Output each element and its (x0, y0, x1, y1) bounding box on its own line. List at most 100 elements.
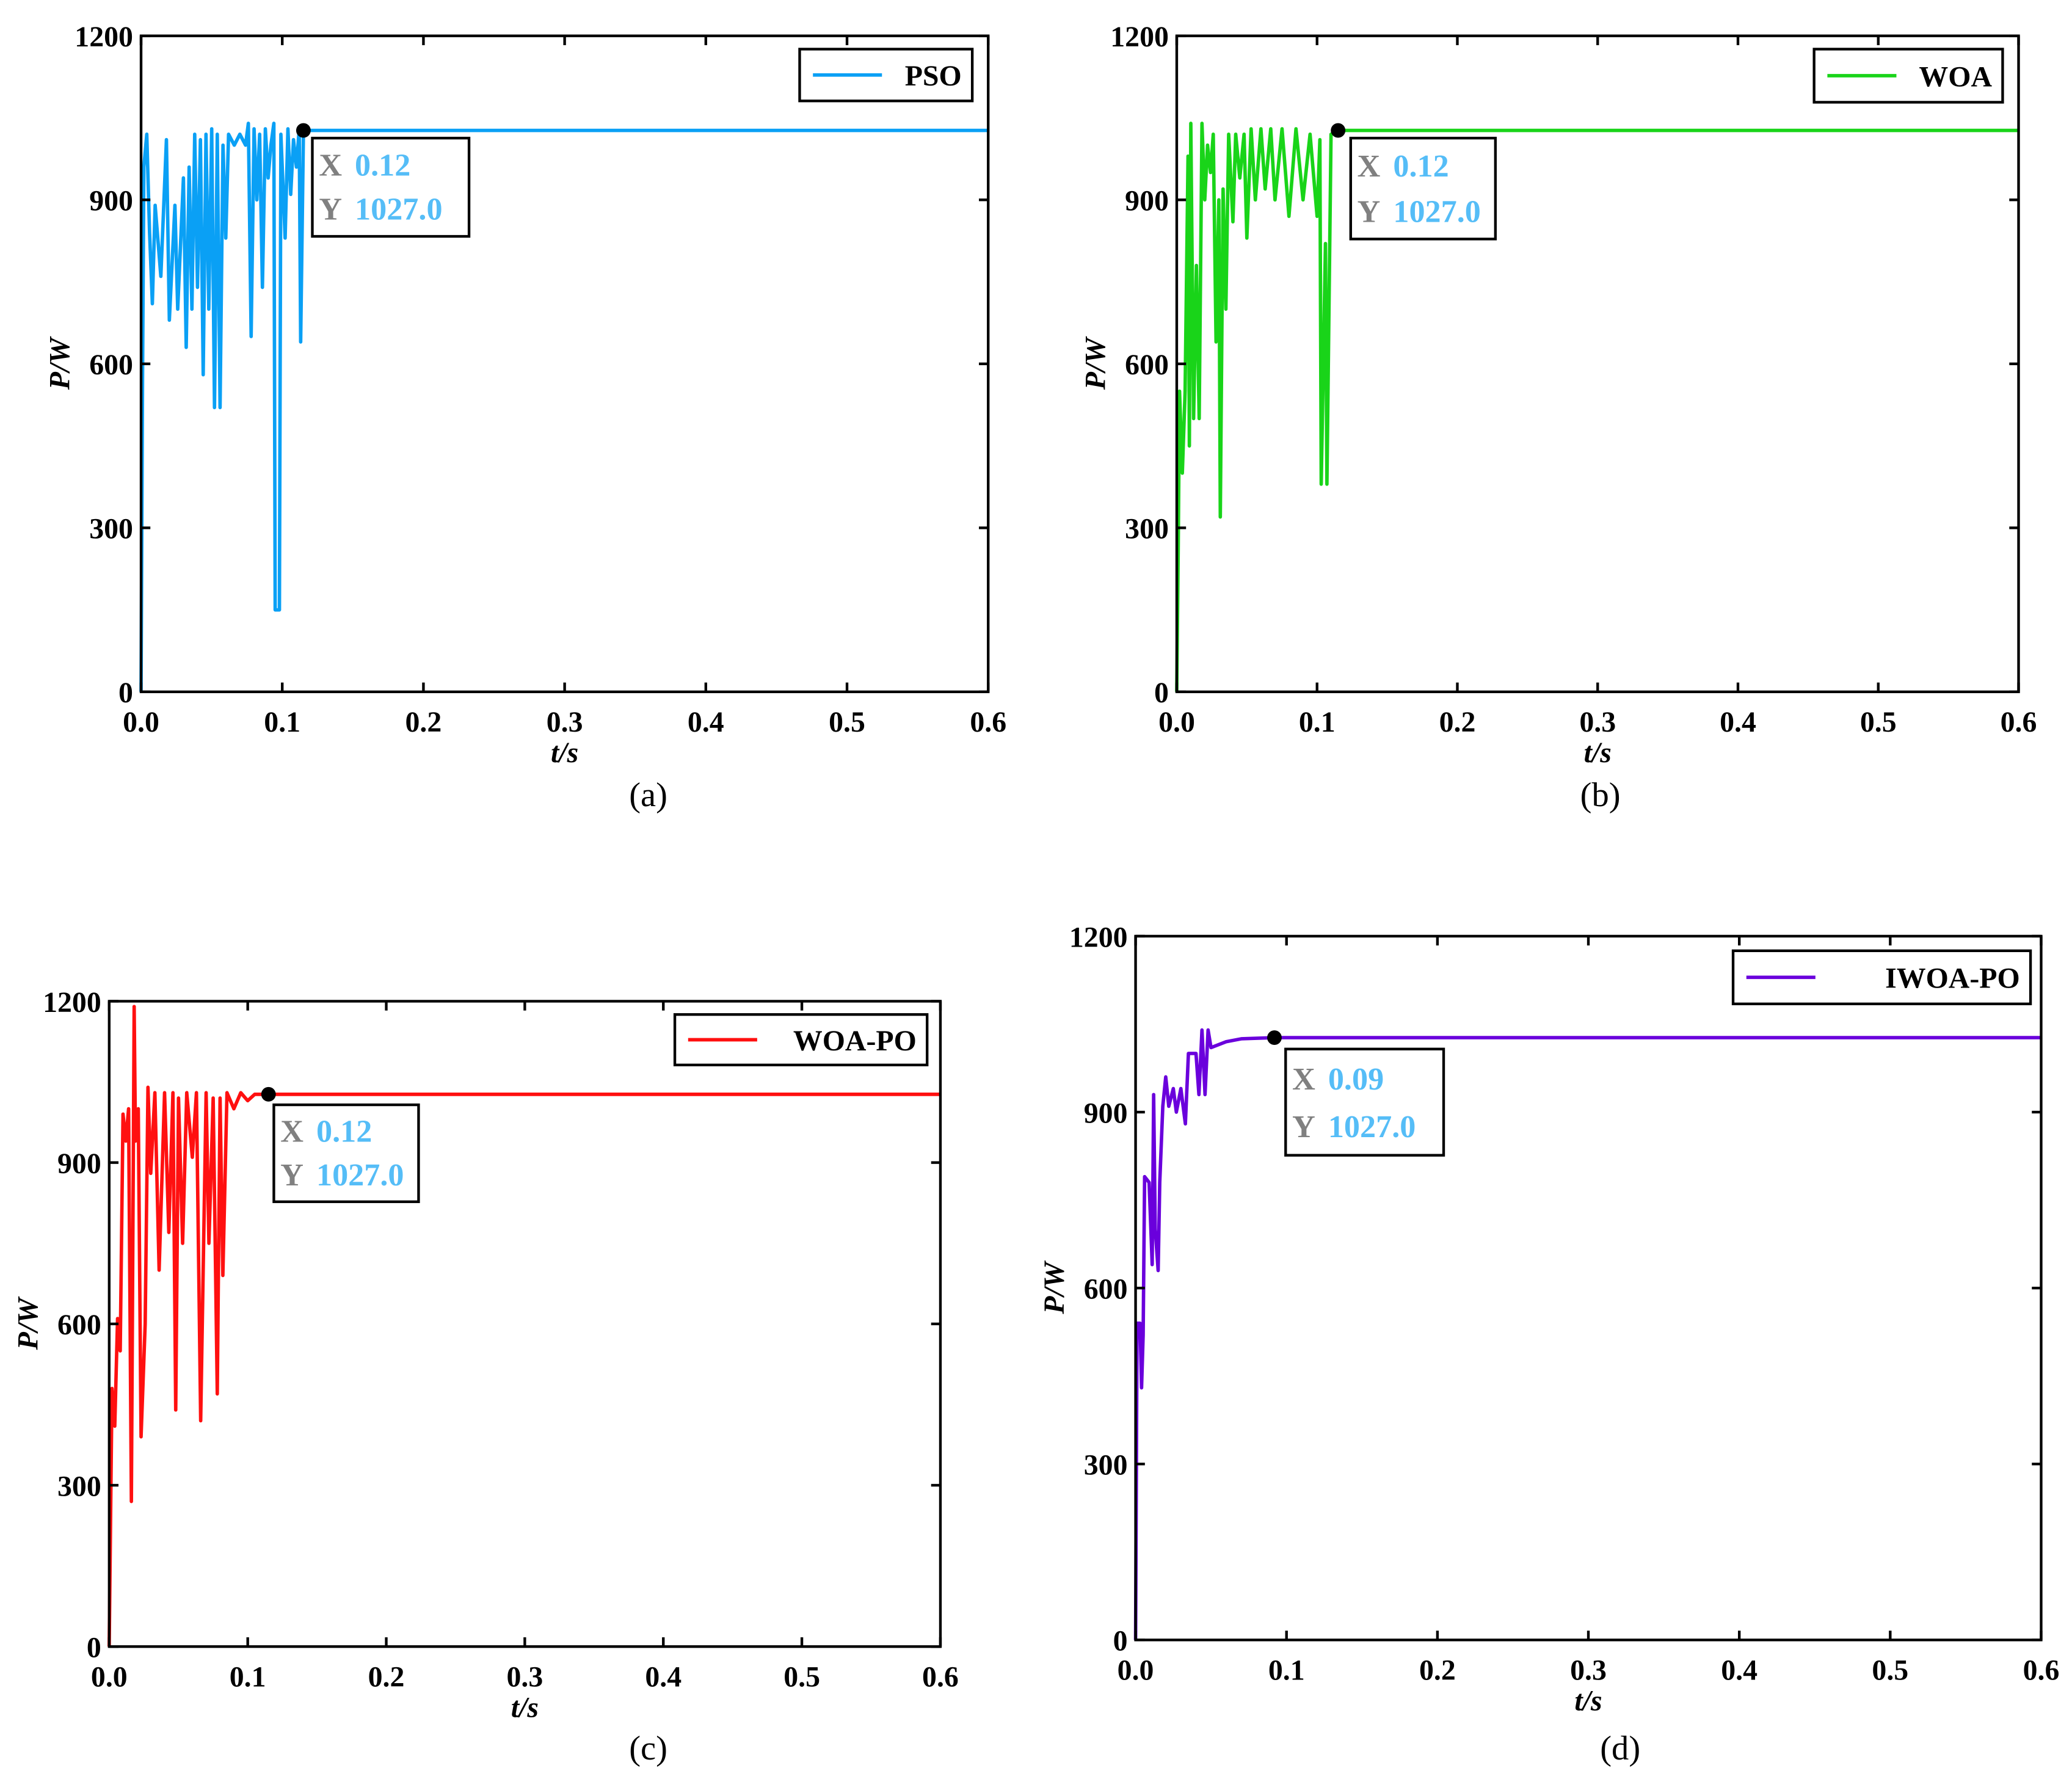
x-tick-label: 0.4 (1720, 706, 1756, 738)
x-tick-label: 0.5 (1860, 706, 1897, 738)
panel-label: (c) (629, 1730, 667, 1767)
datatip-y-label: Y (1292, 1110, 1315, 1144)
y-tick-label: 600 (1084, 1273, 1128, 1305)
y-tick-label: 300 (1125, 513, 1169, 545)
y-tick-label: 300 (1084, 1449, 1128, 1482)
y-axis-label: P/W (44, 336, 76, 391)
y-tick-label: 0 (1154, 677, 1169, 709)
y-tick-label: 900 (57, 1148, 101, 1180)
datatip-y-label: Y (1358, 194, 1381, 229)
x-axis-label: t/s (1574, 1685, 1602, 1717)
y-axis-label: P/W (1038, 1260, 1071, 1315)
datatip-x-label: X (280, 1114, 304, 1149)
x-axis-label: t/s (551, 737, 578, 769)
datatip-y-label: Y (280, 1158, 304, 1193)
y-tick-label: 1200 (75, 21, 133, 53)
datatip-y-value: 1027.0 (316, 1158, 404, 1193)
x-tick-label: 0.6 (922, 1661, 959, 1693)
data-point-marker (261, 1086, 276, 1102)
datatip-x-label: X (1358, 149, 1381, 184)
x-tick-label: 0.3 (1570, 1654, 1607, 1687)
chart-panel-3: 0.0 0.1 0.2 0.3 0.4 0.5 0.6 0 300 600 900 1200 t/s P/… (12, 986, 958, 1767)
x-tick-label: 0.1 (1268, 1654, 1305, 1687)
x-tick-label: 0.0 (91, 1661, 128, 1693)
series-line-iwoa-po (1133, 1028, 2041, 1640)
panel-label: (d) (1600, 1730, 1640, 1767)
y-tick-label: 900 (1084, 1097, 1128, 1129)
plot-frame (139, 34, 990, 694)
legend-label: WOA (1919, 60, 1992, 93)
datatip-box (1349, 136, 1497, 241)
datatip-box (1284, 1047, 1445, 1157)
data-point-marker (1331, 123, 1346, 138)
datatip-x-label: X (319, 148, 342, 183)
x-axis-label: t/s (511, 1691, 539, 1723)
data-point-marker (1267, 1030, 1282, 1046)
x-tick-label: 0.2 (368, 1661, 405, 1693)
y-tick-label: 300 (89, 513, 133, 545)
y-tick-label: 600 (89, 349, 133, 381)
datatip-y-value: 1027.0 (1393, 194, 1480, 229)
datatip-x-value: 0.12 (316, 1114, 372, 1149)
legend-label: WOA-PO (793, 1025, 917, 1057)
y-tick-label: 900 (1125, 185, 1169, 217)
plot-frame (107, 1000, 942, 1648)
panel-label: (b) (1580, 776, 1621, 814)
data-point-marker (296, 123, 311, 138)
y-tick-label: 900 (89, 185, 133, 217)
series-line-pso (139, 122, 989, 692)
x-tick-label: 0.4 (645, 1661, 682, 1693)
plot-frame (1175, 34, 2020, 694)
chart-panel-1: 0.0 0.1 0.2 0.3 0.4 0.5 0.6 0 300 600 900 1200 t/s P/… (44, 21, 1007, 814)
datatip-box (311, 136, 471, 238)
x-tick-label: 0.6 (2023, 1654, 2060, 1687)
x-tick-label: 0.2 (1419, 1654, 1456, 1687)
x-axis-label: t/s (1584, 737, 1612, 769)
y-tick-label: 0 (118, 677, 133, 709)
x-tick-label: 0.2 (405, 706, 442, 738)
x-tick-label: 0.4 (688, 706, 724, 738)
x-tick-label: 0.5 (783, 1661, 820, 1693)
x-tick-label: 0.4 (1721, 1654, 1758, 1687)
x-tick-label: 0.5 (1872, 1654, 1908, 1687)
x-tick-label: 0.3 (547, 706, 583, 738)
legend-label: IWOA-PO (1885, 962, 2020, 995)
y-tick-label: 0 (1113, 1625, 1128, 1657)
y-tick-label: 1200 (1110, 21, 1169, 53)
datatip-x-value: 0.12 (355, 148, 410, 183)
y-axis-label: P/W (12, 1296, 44, 1351)
datatip-x-value: 0.12 (1393, 149, 1449, 184)
datatip-y-label: Y (319, 192, 342, 227)
chart-panel-4: 0.0 0.1 0.2 0.3 0.4 0.5 0.6 0 300 600 900 1200 t/s P/… (1038, 921, 2059, 1767)
x-tick-label: 0.3 (1579, 706, 1616, 738)
y-tick-label: 600 (1125, 349, 1169, 381)
x-tick-label: 0.3 (506, 1661, 543, 1693)
x-tick-label: 0.2 (1439, 706, 1476, 738)
y-tick-label: 0 (87, 1632, 101, 1664)
y-tick-label: 300 (57, 1470, 101, 1502)
datatip-x-value: 0.09 (1328, 1062, 1384, 1097)
x-tick-label: 0.1 (1299, 706, 1336, 738)
datatip-x-label: X (1292, 1062, 1315, 1097)
series-line-woa (1175, 122, 2019, 692)
x-tick-label: 0.1 (264, 706, 300, 738)
chart-panel-2: 0.0 0.1 0.2 0.3 0.4 0.5 0.6 0 300 600 900 1200 t/s P/… (1080, 21, 2037, 814)
y-tick-label: 600 (57, 1309, 101, 1341)
datatip-box (272, 1103, 420, 1203)
y-axis-label: P/W (1080, 336, 1112, 391)
x-tick-label: 0.5 (829, 706, 865, 738)
datatip-y-value: 1027.0 (1328, 1110, 1416, 1144)
series-line-woa-po (107, 1005, 940, 1647)
legend-label: PSO (905, 60, 962, 92)
y-tick-label: 1200 (1069, 921, 1128, 953)
y-tick-label: 1200 (43, 986, 101, 1019)
x-tick-label: 0.6 (970, 706, 1006, 738)
x-tick-label: 0.0 (1158, 706, 1195, 738)
x-tick-label: 0.0 (123, 706, 159, 738)
datatip-y-value: 1027.0 (355, 192, 442, 227)
x-tick-label: 0.1 (230, 1661, 266, 1693)
panel-label: (a) (629, 776, 667, 814)
x-tick-label: 0.6 (2001, 706, 2037, 738)
x-tick-label: 0.0 (1118, 1654, 1154, 1687)
